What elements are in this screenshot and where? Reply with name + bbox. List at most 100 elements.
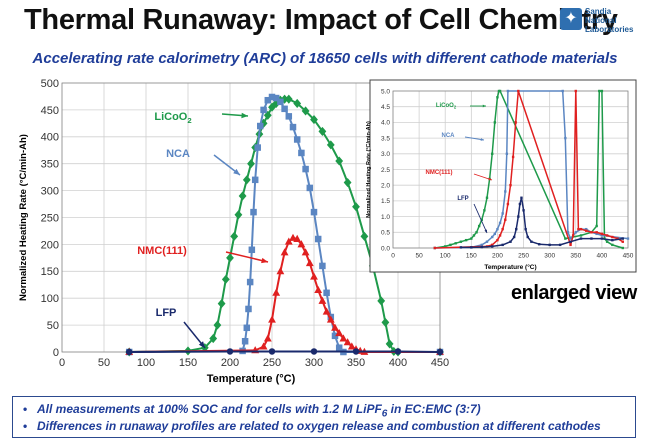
note-1-text-a: All measurements at 100% SOC and for cel…: [37, 402, 382, 416]
inset-series-licoo2-point: [472, 234, 476, 237]
main-series-nmc-111-point: [314, 285, 323, 294]
main-series-nmc-111-point: [259, 342, 268, 350]
main-annotation-arrowhead-nca: [233, 168, 240, 175]
inset-ytick-label: 4.0: [381, 120, 390, 127]
main-series-lfp-line: [129, 350, 441, 353]
main-series-nca-point: [250, 208, 257, 216]
main-series-nca-point: [277, 98, 284, 106]
inset-series-nmc-111-point: [605, 234, 609, 237]
inset-annotation-arrowhead-nca: [480, 138, 484, 141]
inset-series-lfp-point: [530, 240, 533, 243]
inset-series-nmc-111-point: [491, 243, 494, 247]
inset-series-lfp-point: [518, 202, 522, 206]
inset-series-licoo2-point: [598, 89, 601, 93]
main-series-nca-line: [129, 96, 440, 353]
main-series-nca-point: [331, 332, 339, 340]
main-series-licoo2-point: [217, 299, 226, 309]
main-series-lfp-point: [436, 348, 444, 356]
inset-series-lfp-point: [590, 237, 593, 240]
main-xtick-label: 250: [263, 357, 281, 369]
main-series-licoo2-point: [301, 106, 310, 116]
main-xtick-label: 300: [305, 357, 323, 369]
inset-series-licoo2-point: [595, 224, 598, 228]
inset-series-licoo2-point: [480, 218, 483, 221]
inset-series-nca-point: [504, 190, 507, 193]
inset-series-nca-point: [595, 232, 598, 236]
inset-series-licoo2-point: [600, 89, 604, 93]
main-series-licoo2-point: [268, 102, 276, 112]
inset-series-lfp-point: [621, 237, 624, 240]
main-annotation-licoo2: LiCoO2: [154, 111, 191, 125]
inset-series-licoo2-point: [579, 234, 583, 237]
inset-ytick-label: 0.5: [381, 230, 390, 237]
main-series-nca-point: [272, 94, 280, 102]
main-series-nmc-111-point: [343, 338, 352, 346]
inset-series-licoo2-point: [621, 246, 624, 250]
main-ytick-label: 150: [41, 266, 59, 278]
inset-series-lfp-point: [459, 246, 463, 249]
main-series-nca-point: [268, 93, 276, 101]
inset-series-lfp-point: [501, 243, 504, 247]
inset-series-nca-point: [505, 152, 509, 155]
inset-series-nmc-111-point: [595, 231, 598, 234]
main-series-licoo2-point: [343, 177, 352, 188]
inset-series-lfp-point: [611, 238, 614, 242]
main-ytick-label: 50: [47, 320, 59, 332]
inset-series-nca-point: [496, 227, 499, 231]
main-series-nmc-111-point: [347, 342, 356, 350]
inset-series-nca-point: [574, 231, 577, 234]
main-series-licoo2-point: [381, 317, 390, 327]
inset-series-licoo2-point: [491, 152, 494, 155]
inset-series-lfp-point: [480, 245, 483, 249]
main-ytick-label: 450: [41, 105, 59, 117]
inset-series-lfp-point: [524, 227, 527, 231]
main-series-licoo2-point: [326, 140, 335, 150]
main-series-licoo2-point: [377, 296, 386, 306]
main-annotation-nmc-111: NMC(111): [137, 245, 187, 257]
note-2-text: Differences in runaway profiles are rela…: [37, 419, 601, 433]
inset-series-lfp-point: [520, 196, 523, 199]
main-series-nca-point: [335, 344, 343, 351]
main-series-nca-point: [306, 184, 314, 192]
main-series-lfp-point: [268, 348, 276, 355]
inset-series-nmc-111-point: [498, 234, 502, 237]
main-series-nca-point: [293, 136, 301, 143]
main-series-nmc-111-point: [335, 328, 344, 337]
main-series-lfp-point: [394, 348, 402, 355]
main-series-nca-point: [245, 305, 252, 313]
inset-ytick-label: 1.5: [381, 198, 390, 205]
inset-series-licoo2-point: [483, 209, 486, 212]
inset-series-licoo2-point: [475, 231, 478, 234]
inset-series-lfp-point: [522, 209, 525, 212]
inset-annotation-arrow-lfp: [473, 203, 488, 234]
inset-series-nmc-111-point: [574, 89, 577, 93]
inset-series-nmc-111-point: [579, 227, 583, 231]
inset-xtick-label: 350: [570, 253, 581, 260]
inset-series-lfp-point: [526, 235, 529, 239]
inset-series-lfp-point: [517, 215, 520, 218]
main-series-nca-point: [285, 113, 293, 120]
inset-series-nca-point: [493, 232, 497, 236]
main-series-nmc-111-point: [310, 272, 318, 280]
inset-ytick-label: 4.5: [381, 104, 390, 111]
main-xtick-label: 100: [137, 357, 155, 369]
main-series-nca-point: [289, 123, 297, 131]
inset-series-nmc-111-point: [514, 121, 517, 124]
main-series-licoo2-point: [247, 159, 255, 169]
inset-series-nmc-111-point: [569, 243, 572, 247]
inset-annotation-arrowhead-licoo2: [482, 104, 486, 108]
page-subtitle: Accelerating rate calorimetry (ARC) of 1…: [32, 50, 618, 67]
main-x-axis-label: Temperature (°C): [207, 373, 296, 385]
inset-series-lfp-point: [569, 240, 572, 243]
inset-ytick-label: 3.5: [381, 135, 390, 142]
main-series-lfp-point: [310, 348, 318, 355]
inset-series-lfp-point: [491, 245, 494, 248]
main-annotation-subscript: 2: [187, 116, 191, 125]
main-ytick-label: 0: [53, 347, 59, 359]
inset-ytick-label: 0.0: [381, 245, 390, 252]
main-xtick-label: 200: [221, 357, 239, 369]
main-series-licoo2-point: [230, 231, 239, 241]
inset-series-licoo2-point: [470, 237, 473, 240]
inset-series-licoo2-point: [444, 245, 447, 248]
